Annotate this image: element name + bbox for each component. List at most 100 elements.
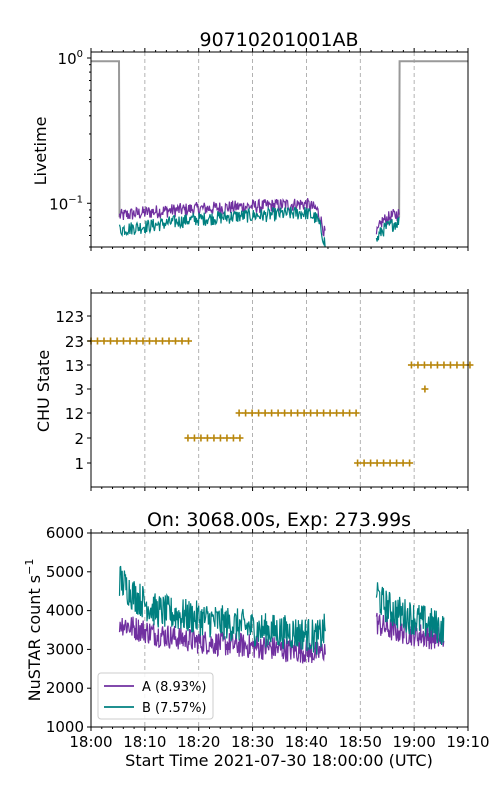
- chu-state-ylabel: CHU State: [34, 350, 53, 432]
- count-rate-ylabel-group: NuSTAR count s−1: [23, 559, 44, 702]
- chu-state-marker: [146, 337, 153, 345]
- chu-state-marker: [346, 409, 354, 417]
- livetime-series-A: [118, 197, 326, 237]
- chu-state-tick-label: 1: [74, 455, 84, 473]
- chu-state-marker: [255, 409, 263, 417]
- chu-state-tick-label: 13: [65, 357, 84, 375]
- chu-state-marker: [320, 409, 328, 417]
- chu-state-marker: [433, 361, 441, 369]
- chu-state-marker: [216, 434, 224, 442]
- count-rate-title: On: 3068.00s, Exp: 273.99s: [147, 509, 411, 531]
- livetime-frame: [90, 51, 469, 248]
- chu-state-marker: [152, 337, 160, 345]
- chu-state-marker: [294, 409, 302, 417]
- count-rate-xlabel: Start Time 2021-07-30 18:00:00 (UTC): [125, 751, 433, 770]
- chu-state-marker: [172, 337, 179, 345]
- chu-state-marker: [210, 434, 218, 442]
- chu-state-tick-label: 12: [65, 405, 84, 423]
- legend-label: B (7.57%): [142, 701, 207, 716]
- chu-state-frame: [90, 292, 469, 488]
- chu-state-marker: [261, 409, 269, 417]
- legend-label: A (8.93%): [142, 680, 206, 695]
- chu-state-marker: [165, 337, 173, 345]
- chu-state-marker: [313, 409, 321, 417]
- count-rate-panel: On: 3068.00s, Exp: 273.99s NuSTAR count …: [23, 509, 490, 770]
- chu-state-marker: [223, 434, 231, 442]
- chu-state-marker: [120, 337, 127, 345]
- livetime-series-gray: [91, 60, 121, 218]
- livetime-series-A: [375, 209, 400, 235]
- chu-state-marker: [100, 337, 108, 345]
- y-tick-label: 1000: [46, 718, 84, 736]
- chu-state-marker: [453, 361, 461, 369]
- chu-state-marker: [242, 409, 250, 417]
- chu-state-marker: [159, 337, 166, 345]
- chu-state-marker: [139, 337, 147, 345]
- chu-state-marker: [414, 361, 422, 369]
- chu-state-marker: [373, 459, 381, 467]
- chu-state-marker: [229, 434, 237, 442]
- chu-state-marker: [197, 434, 205, 442]
- chu-state-marker: [446, 361, 454, 369]
- livetime-series-B: [118, 206, 326, 247]
- count-rate-frame: [90, 532, 469, 728]
- chu-state-marker: [248, 409, 256, 417]
- y-tick-label: 4000: [46, 602, 84, 620]
- chu-state-marker: [268, 409, 276, 417]
- chu-state-marker: [333, 409, 341, 417]
- x-tick-label: 18:10: [123, 733, 166, 751]
- chu-state-marker: [307, 409, 315, 417]
- chu-state-marker: [406, 459, 414, 467]
- y-tick-label: 5000: [46, 563, 84, 581]
- x-tick-label: 18:30: [231, 733, 274, 751]
- chu-state-marker: [133, 337, 140, 345]
- chu-state-marker: [281, 409, 289, 417]
- x-tick-label: 18:00: [69, 733, 112, 751]
- x-tick-label: 18:40: [285, 733, 328, 751]
- chu-state-marker: [407, 361, 415, 369]
- x-tick-label: 19:00: [393, 733, 436, 751]
- chu-state-tick-label: 23: [65, 333, 84, 351]
- chu-state-marker: [339, 409, 347, 417]
- chu-state-marker: [354, 459, 362, 467]
- y-tick-label: 3000: [46, 640, 84, 658]
- chu-state-marker: [94, 337, 101, 345]
- chu-state-marker: [190, 434, 198, 442]
- chu-state-marker: [300, 409, 308, 417]
- livetime-title: 90710201001AB: [199, 29, 358, 51]
- livetime-panel: 90710201001AB Livetime 100 10−1: [31, 29, 469, 251]
- x-tick-label: 18:20: [177, 733, 220, 751]
- chu-state-marker: [287, 409, 295, 417]
- chu-state-marker: [203, 434, 211, 442]
- chu-state-marker: [236, 434, 244, 442]
- chu-state-marker: [107, 337, 114, 345]
- count-rate-series-b: [118, 565, 326, 655]
- chu-state-tick-label: 3: [74, 381, 84, 399]
- count-rate-series-b: [375, 582, 445, 646]
- chu-state-tick-label: 123: [55, 308, 84, 326]
- chu-state-tick-label: 2: [74, 430, 84, 448]
- chu-state-marker: [352, 409, 360, 417]
- chu-state-marker: [185, 337, 192, 345]
- livetime-ylabel: Livetime: [31, 117, 50, 186]
- chu-state-marker: [184, 434, 192, 442]
- chu-state-marker: [126, 337, 134, 345]
- x-tick-label: 19:10: [446, 733, 489, 751]
- y-tick-label: 100: [58, 49, 83, 68]
- chu-state-marker: [421, 385, 429, 393]
- livetime-series-B: [375, 216, 400, 242]
- chu-state-marker: [113, 337, 121, 345]
- chu-state-marker: [274, 409, 282, 417]
- chu-state-marker: [380, 459, 388, 467]
- chu-state-marker: [459, 361, 467, 369]
- chu-state-marker: [420, 361, 428, 369]
- chu-state-marker: [399, 459, 407, 467]
- chu-state-marker: [427, 361, 435, 369]
- y-tick-label: 2000: [46, 679, 84, 697]
- chu-state-marker: [360, 459, 368, 467]
- x-tick-label: 18:50: [339, 733, 382, 751]
- y-tick-label: 6000: [46, 524, 84, 542]
